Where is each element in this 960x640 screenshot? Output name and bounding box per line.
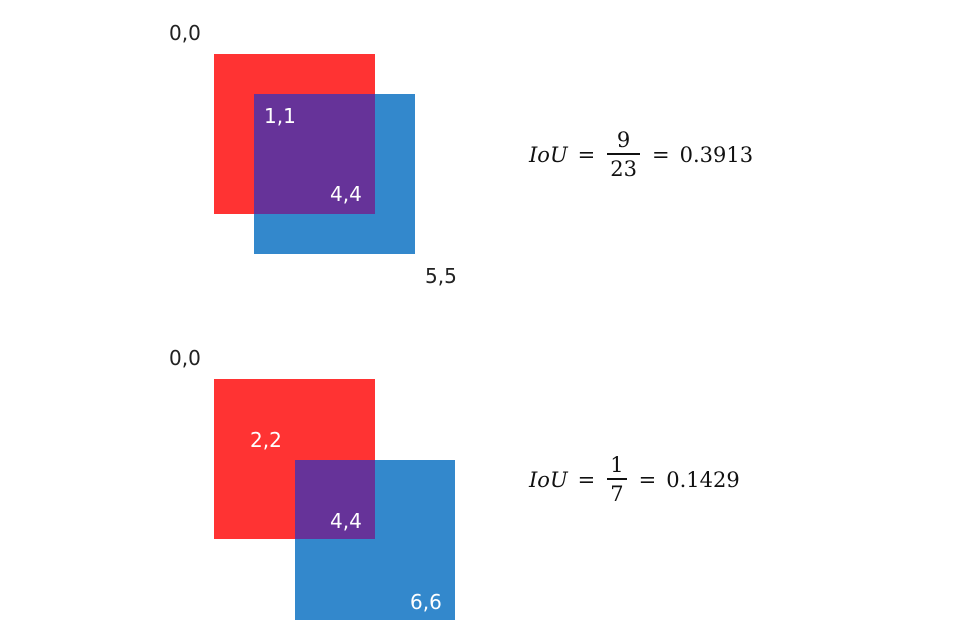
fraction: 9 23 — [607, 128, 640, 181]
numerator: 9 — [616, 128, 631, 152]
blue-bottom-right-label-1: 5,5 — [425, 264, 457, 288]
equals-sign: = — [638, 467, 657, 492]
formula-lhs: IoU — [529, 467, 568, 492]
overlap-region-1 — [254, 94, 375, 214]
iou-formula-1: IoU = 9 23 = 0.3913 — [529, 128, 753, 181]
iou-formula-2: IoU = 1 7 = 0.1429 — [529, 453, 740, 506]
overlap-top-left-label-1: 1,1 — [264, 104, 296, 128]
blue-bottom-right-label-2: 6,6 — [410, 590, 442, 614]
formula-lhs: IoU — [529, 142, 568, 167]
overlap-region-2 — [295, 460, 375, 539]
formula-result: 0.1429 — [666, 467, 740, 492]
fraction: 1 7 — [607, 453, 627, 506]
origin-label-2: 0,0 — [169, 346, 201, 370]
equals-sign: = — [651, 142, 670, 167]
equals-sign: = — [577, 467, 596, 492]
fraction-bar — [607, 153, 640, 155]
denominator: 7 — [610, 482, 624, 506]
equals-sign: = — [577, 142, 596, 167]
fraction-bar — [607, 478, 627, 480]
formula-result: 0.3913 — [679, 142, 754, 167]
overlap-bottom-right-label-2: 4,4 — [330, 509, 362, 533]
red-top-left-label-2: 2,2 — [250, 428, 282, 452]
denominator: 23 — [610, 157, 637, 181]
overlap-bottom-right-label-1: 4,4 — [330, 182, 362, 206]
numerator: 1 — [610, 453, 624, 477]
origin-label-1: 0,0 — [169, 21, 201, 45]
